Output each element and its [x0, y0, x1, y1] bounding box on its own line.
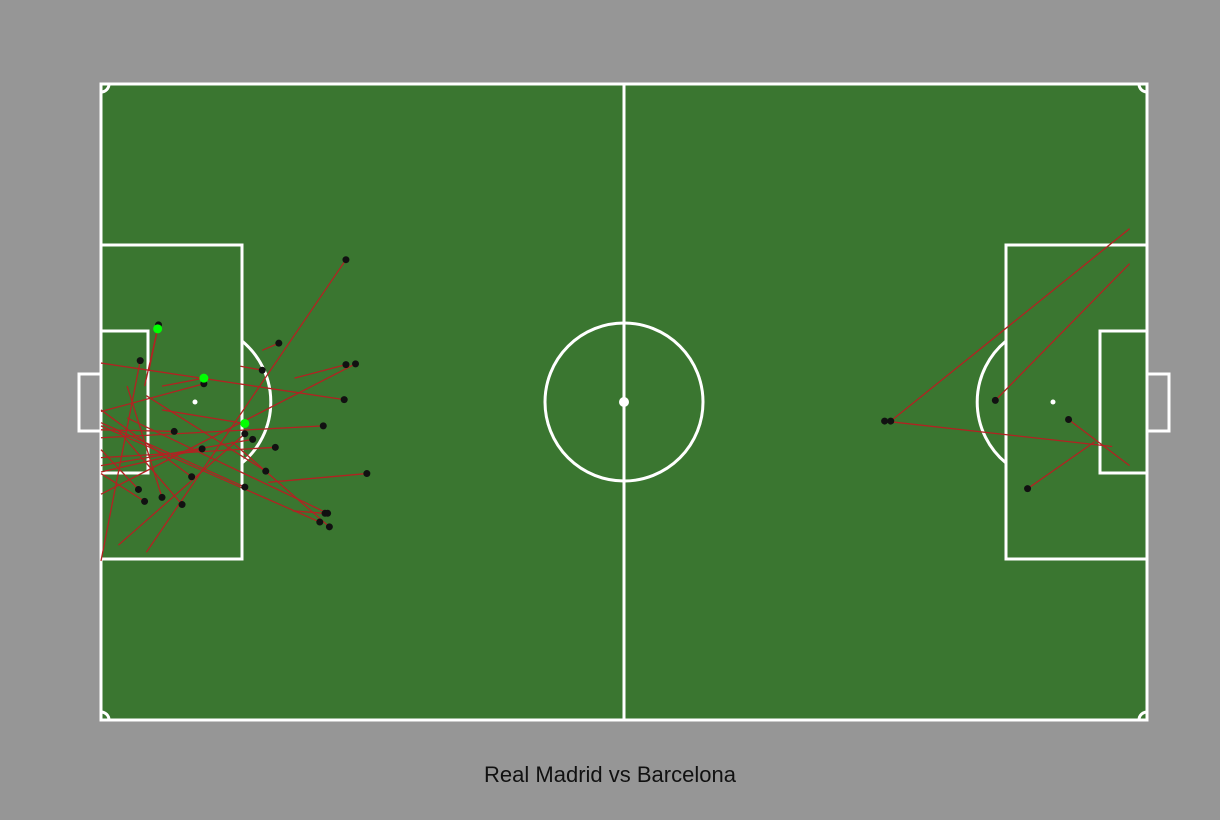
shot-trajectory-18: [100, 425, 321, 523]
shot-trajectory-11: [100, 360, 141, 562]
shot-points: [134, 256, 1073, 531]
shot-point-18: [316, 518, 324, 526]
shot-point-10: [178, 501, 186, 509]
shot-trajectory-4: [100, 362, 345, 401]
shot-point-2: [342, 361, 350, 369]
shot-point-7: [262, 467, 270, 475]
shot-point-14: [158, 493, 166, 501]
left-goal: [77, 372, 103, 433]
shot-trajectory-32: [994, 263, 1131, 401]
shot-trajectory-29: [148, 328, 159, 371]
left-penalty-spot: [192, 399, 198, 405]
goal-point-29: [153, 324, 163, 334]
shot-point-21: [324, 509, 332, 517]
shot-trajectory-27: [161, 377, 204, 387]
shot-point-0: [342, 256, 350, 264]
shot-point-9: [241, 483, 249, 491]
corner-arc-bottom-left: [100, 710, 111, 721]
shot-trajectory-24: [240, 365, 263, 371]
shot-point-12: [134, 485, 142, 493]
shot-point-8: [198, 445, 206, 453]
shot-point-13: [188, 473, 196, 481]
goal-point-27: [199, 373, 209, 383]
shot-trajectory-6: [268, 472, 367, 483]
shot-trajectory-20: [100, 446, 276, 459]
shot-trajectory-5: [100, 425, 324, 439]
shot-trajectory-34: [1068, 418, 1130, 467]
shot-trajectory-17: [100, 438, 253, 467]
right-penalty-spot: [1050, 399, 1056, 405]
shot-point-32: [991, 396, 999, 404]
shot-trajectory-21: [126, 417, 328, 514]
shot-trajectory-9: [100, 422, 246, 488]
shot-point-11: [136, 357, 144, 365]
shot-trajectory-10: [117, 430, 183, 505]
corner-arc-bottom-right: [1137, 710, 1148, 721]
shot-point-1: [275, 339, 283, 347]
shot-trajectory-28: [161, 409, 245, 425]
shot-trajectory-30: [890, 228, 1130, 422]
shot-point-6: [363, 470, 371, 478]
shot-trajectory-22: [100, 429, 175, 433]
shot-point-22: [170, 427, 178, 435]
shot-trajectory-13: [100, 409, 193, 478]
shot-trajectory-14: [126, 385, 163, 498]
shot-trajectory-3: [100, 363, 356, 495]
shot-point-34: [1065, 415, 1073, 423]
shot-trajectory-2: [294, 364, 347, 379]
goal-point-28: [240, 418, 250, 428]
shot-point-16: [325, 523, 333, 531]
shot-lines: [100, 228, 1131, 562]
shot-trajectory-31: [884, 420, 1113, 448]
shot-point-17: [249, 435, 257, 443]
corner-arc-top-right: [1137, 83, 1148, 94]
shot-point-30: [887, 417, 895, 425]
shot-trajectory-25: [118, 433, 246, 546]
shot-point-19: [141, 497, 149, 505]
shot-trajectory-33: [1027, 441, 1096, 490]
right-penalty-arc: [975, 339, 1007, 465]
shot-trajectory-19: [100, 473, 145, 502]
shot-point-31: [881, 417, 889, 425]
centre-circle: [543, 321, 705, 483]
shot-point-4: [340, 396, 348, 404]
chart-caption: Real Madrid vs Barcelona: [484, 762, 736, 787]
left-penalty-arc: [241, 339, 273, 465]
shot-trajectory-23: [100, 383, 205, 413]
shot-trajectory-7: [145, 395, 267, 472]
shot-point-24: [258, 366, 266, 374]
corner-arc-top-left: [100, 83, 111, 94]
shot-trajectory-15: [292, 510, 326, 514]
pitch-markings: [77, 82, 1171, 722]
centre-spot: [619, 397, 629, 407]
shot-trajectory-16: [231, 441, 330, 528]
shot-trajectory-12: [100, 449, 139, 490]
shot-point-20: [271, 443, 279, 451]
shot-point-3: [352, 360, 360, 368]
right-goal: [1145, 372, 1171, 433]
shot-point-33: [1024, 485, 1032, 493]
shot-point-25: [241, 430, 249, 438]
shot-point-5: [319, 422, 327, 430]
